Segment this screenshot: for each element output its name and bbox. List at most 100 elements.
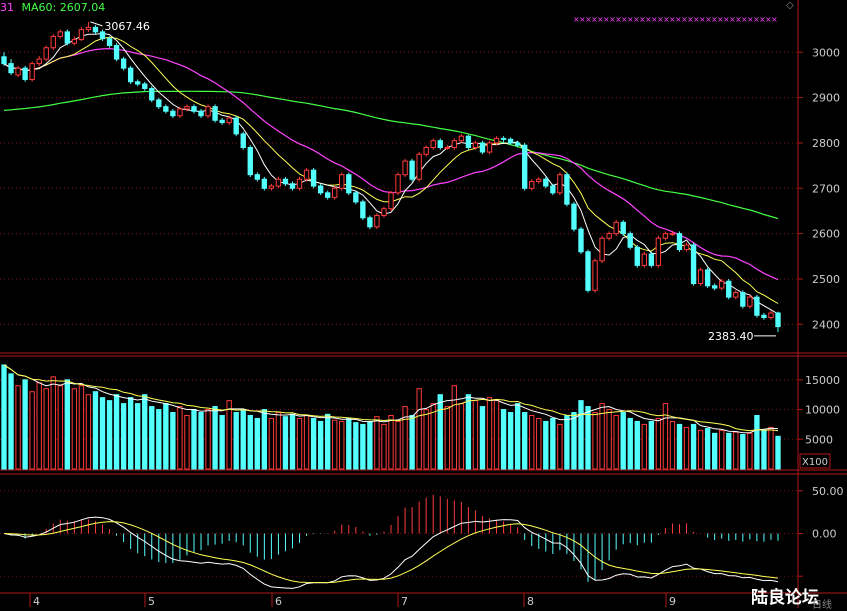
volume-bar[interactable] — [669, 420, 676, 470]
volume-bar[interactable] — [142, 394, 148, 470]
volume-bar[interactable] — [571, 412, 577, 470]
volume-bar[interactable] — [465, 394, 472, 470]
candle-body[interactable] — [296, 178, 303, 189]
volume-bar[interactable] — [289, 413, 296, 470]
candle-body[interactable] — [127, 67, 134, 83]
candle-body[interactable] — [416, 153, 422, 180]
volume-bar[interactable] — [690, 423, 697, 470]
candle-body[interactable] — [613, 221, 619, 235]
candle-body[interactable] — [557, 174, 563, 194]
candle-body[interactable] — [662, 233, 669, 239]
candle-body[interactable] — [367, 217, 373, 228]
candle-body[interactable] — [522, 144, 528, 189]
volume-bar[interactable] — [92, 391, 99, 470]
volume-bar[interactable] — [536, 417, 542, 470]
volume-bar[interactable] — [472, 400, 479, 470]
candle-body[interactable] — [212, 106, 218, 121]
volume-bar[interactable] — [648, 420, 655, 470]
volume-bar[interactable] — [388, 414, 394, 470]
ma5-line[interactable] — [3, 32, 779, 315]
volume-bar[interactable] — [740, 434, 746, 470]
candle-body[interactable] — [768, 312, 774, 319]
volume-bar[interactable] — [85, 394, 92, 470]
candle-body[interactable] — [99, 31, 106, 40]
candle-body[interactable] — [353, 192, 359, 203]
volume-bar[interactable] — [106, 400, 113, 470]
volume-bar[interactable] — [514, 403, 521, 470]
candle-body[interactable] — [360, 201, 366, 219]
candle-body[interactable] — [226, 117, 232, 124]
volume-bar[interactable] — [240, 409, 246, 470]
volume-bar[interactable] — [367, 420, 373, 470]
volume-bar[interactable] — [613, 414, 619, 470]
volume-bar[interactable] — [768, 426, 774, 470]
candle-body[interactable] — [254, 174, 260, 180]
candle-body[interactable] — [156, 99, 162, 108]
volume-bar[interactable] — [36, 382, 42, 470]
candle-body[interactable] — [346, 174, 352, 194]
volume-bar[interactable] — [697, 429, 704, 470]
volume-bar[interactable] — [254, 417, 260, 470]
volume-bar[interactable] — [226, 400, 232, 470]
candle-body[interactable] — [106, 38, 113, 46]
volume-bar[interactable] — [233, 412, 239, 470]
volume-bar[interactable] — [719, 429, 725, 470]
volume-bar[interactable] — [282, 416, 289, 470]
candle-body[interactable] — [388, 192, 394, 210]
candle-body[interactable] — [8, 63, 14, 74]
volume-bar[interactable] — [268, 417, 275, 470]
volume-bar[interactable] — [761, 429, 767, 470]
volume-ma5-line[interactable] — [3, 364, 779, 434]
volume-bar[interactable] — [641, 423, 647, 470]
candle-body[interactable] — [177, 108, 183, 117]
candle-body[interactable] — [233, 117, 239, 135]
volume-bar[interactable] — [683, 426, 690, 470]
candle-body[interactable] — [275, 178, 282, 187]
volume-bar[interactable] — [310, 417, 317, 470]
volume-bar[interactable] — [170, 412, 176, 470]
volume-bar[interactable] — [711, 432, 718, 470]
volume-bar[interactable] — [113, 394, 120, 470]
candle-body[interactable] — [775, 312, 781, 328]
candle-body[interactable] — [71, 39, 78, 44]
candle-body[interactable] — [486, 142, 493, 153]
volume-bar[interactable] — [444, 406, 450, 470]
candle-body[interactable] — [198, 110, 204, 117]
volume-bar[interactable] — [29, 391, 35, 470]
volume-bar[interactable] — [120, 403, 127, 470]
candle-body[interactable] — [747, 296, 753, 307]
volume-bar[interactable] — [620, 412, 626, 470]
candle-body[interactable] — [479, 142, 486, 153]
candle-body[interactable] — [332, 187, 338, 198]
volume-bar[interactable] — [437, 394, 443, 470]
candle-body[interactable] — [430, 140, 436, 148]
candle-body[interactable] — [191, 106, 197, 112]
candle-body[interactable] — [606, 233, 612, 239]
candle-body[interactable] — [402, 160, 408, 176]
candle-body[interactable] — [507, 138, 514, 144]
volume-bar[interactable] — [585, 406, 591, 470]
candle-body[interactable] — [170, 110, 176, 117]
volume-bar[interactable] — [8, 373, 14, 470]
volume-bar[interactable] — [662, 403, 669, 470]
volume-bar[interactable] — [135, 403, 141, 470]
volume-bar[interactable] — [550, 417, 556, 470]
candle-body[interactable] — [564, 174, 570, 205]
candle-body[interactable] — [444, 146, 450, 149]
candle-body[interactable] — [493, 137, 500, 144]
volume-bar[interactable] — [57, 385, 63, 470]
candle-body[interactable] — [655, 237, 662, 266]
volume-panel[interactable] — [1, 364, 781, 470]
candle-body[interactable] — [381, 208, 387, 217]
volume-bar[interactable] — [507, 412, 514, 470]
candle-body[interactable] — [282, 178, 289, 185]
volume-bar[interactable] — [22, 379, 28, 470]
volume-bar[interactable] — [486, 397, 493, 470]
volume-bar[interactable] — [219, 414, 225, 470]
volume-bar[interactable] — [529, 414, 535, 470]
candle-body[interactable] — [374, 215, 380, 228]
volume-bar[interactable] — [451, 385, 458, 470]
candle-body[interactable] — [43, 47, 49, 60]
